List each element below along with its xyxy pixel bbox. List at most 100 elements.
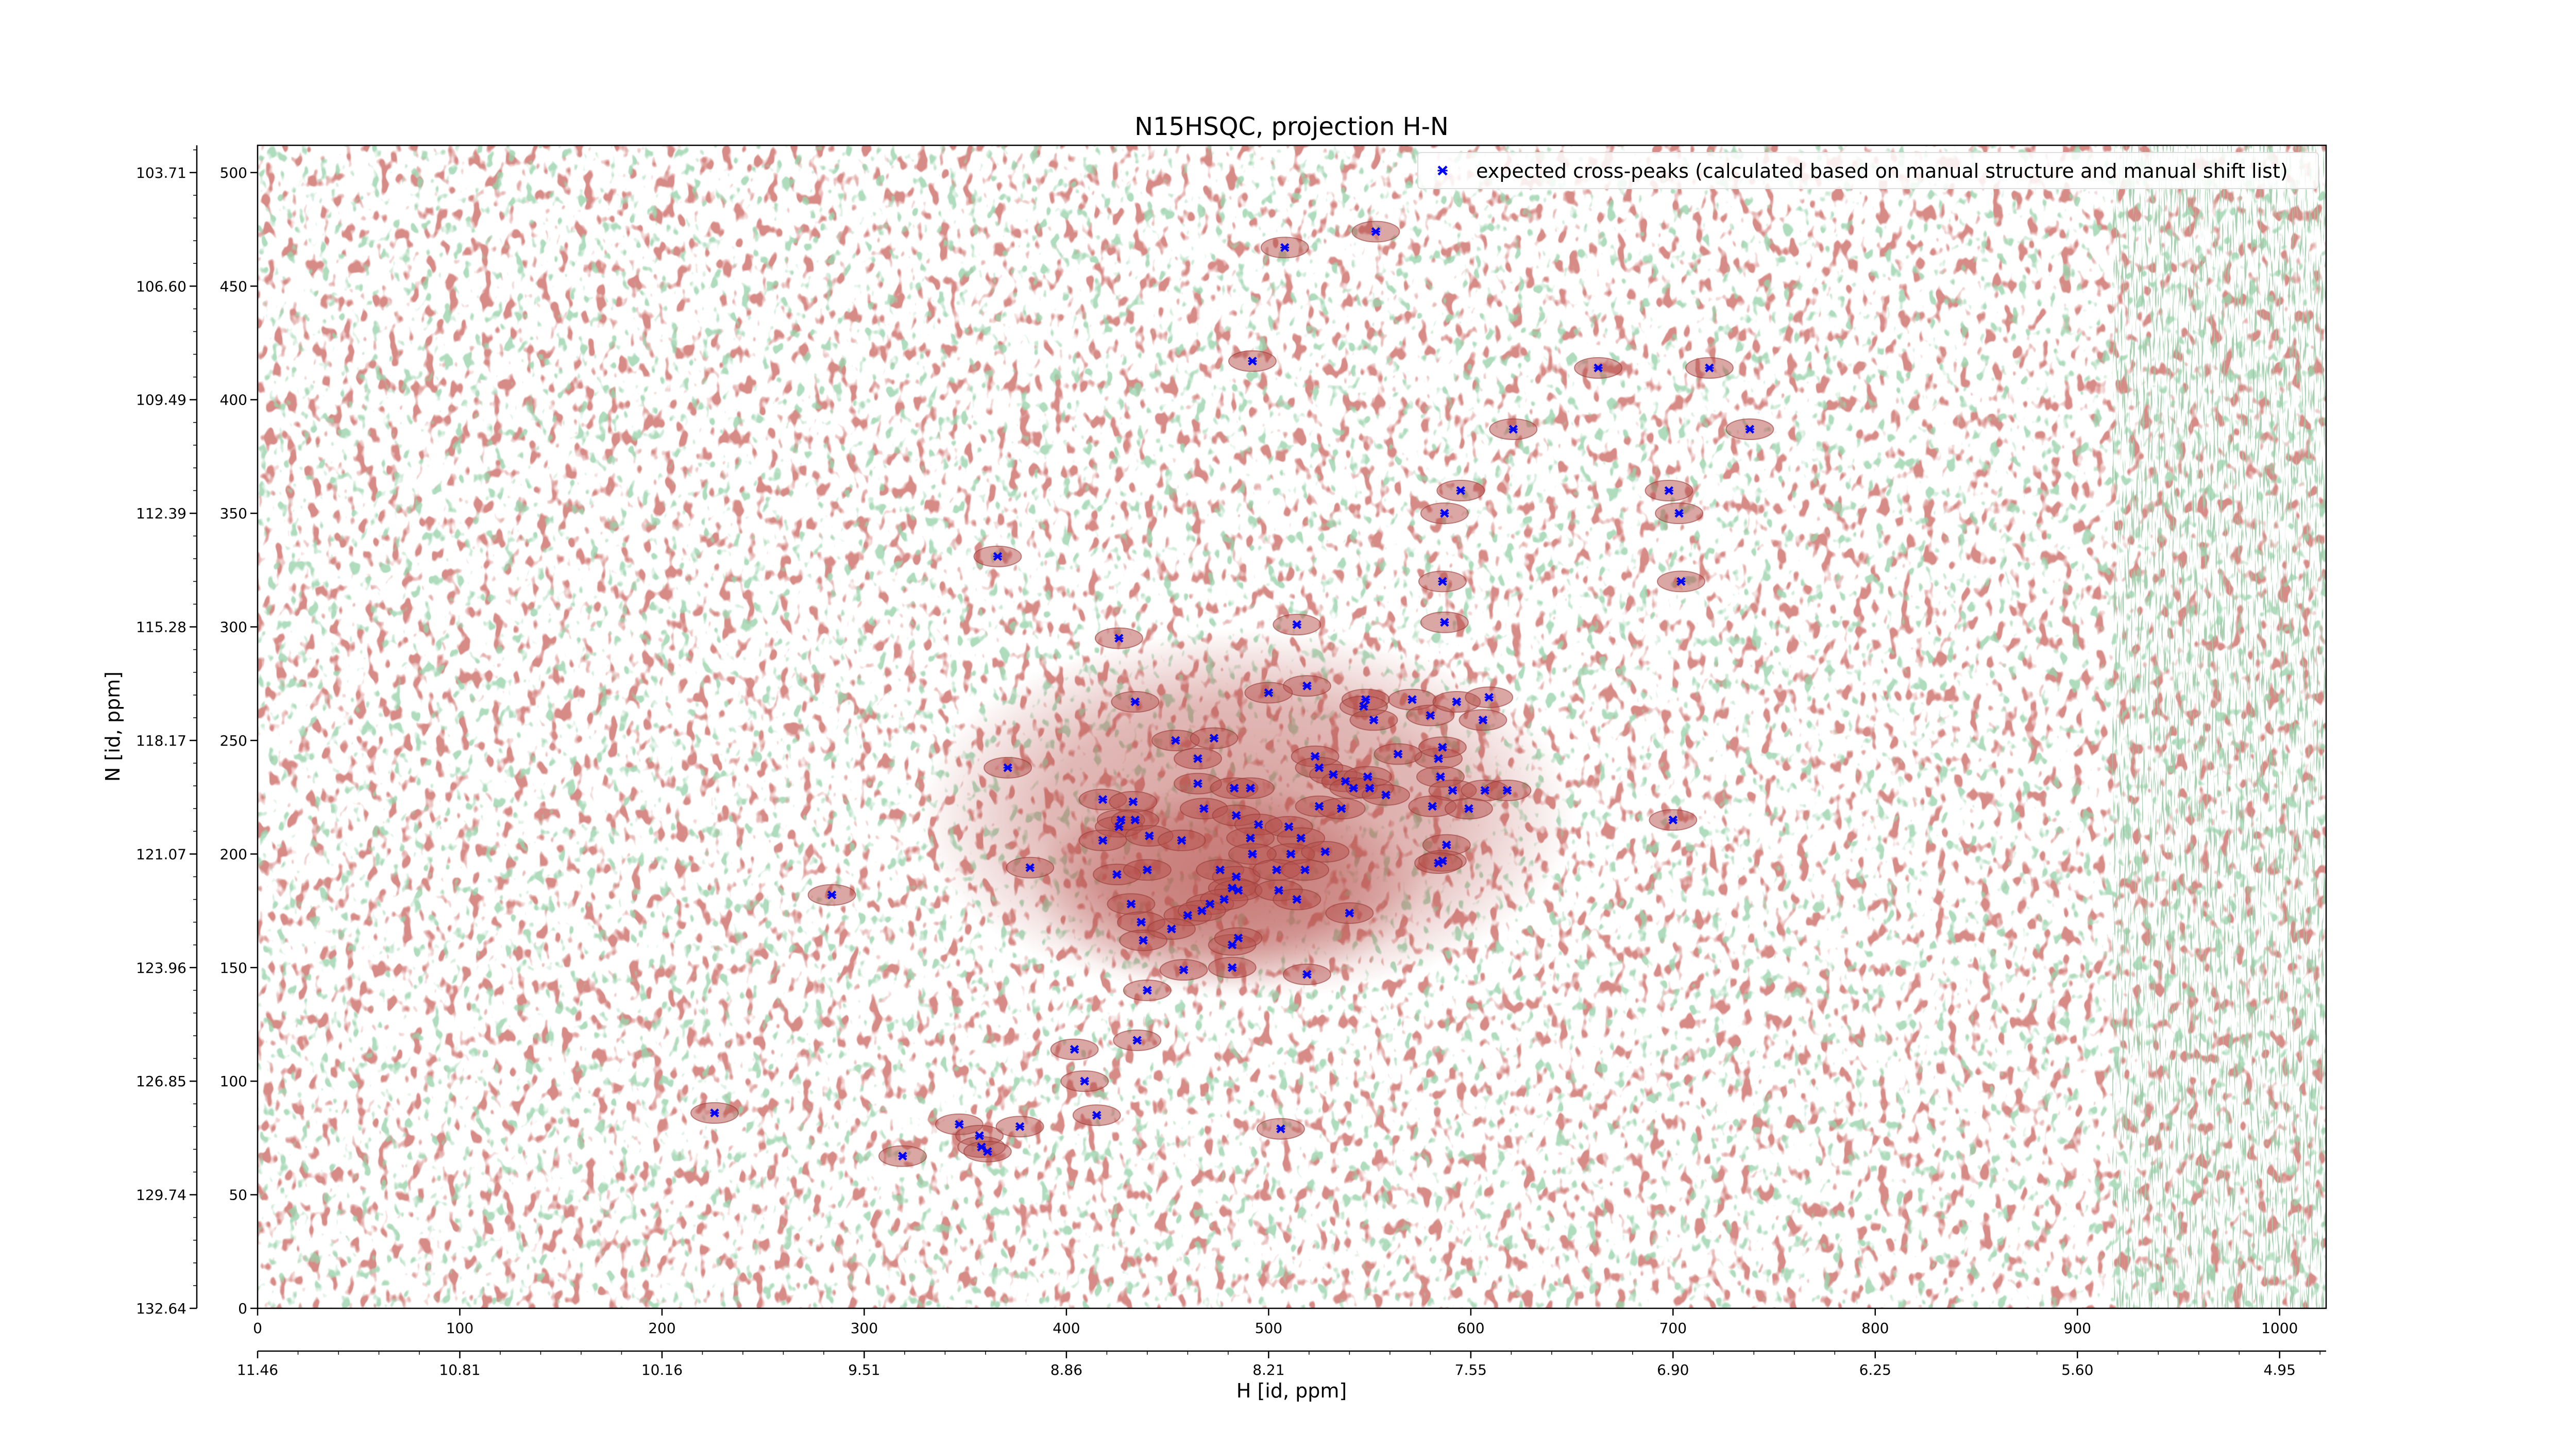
cross-peak-point: [1369, 715, 1379, 724]
x-tick-label: 200: [648, 1320, 675, 1337]
cross-peak-point: [1205, 899, 1215, 908]
y-tick-label: 150: [220, 959, 247, 976]
cross-peak-point: [1359, 702, 1368, 711]
x-tick-label: 600: [1457, 1320, 1484, 1337]
cross-peak-point: [1341, 777, 1350, 786]
secondary-x-tick-label: 6.90: [1657, 1361, 1689, 1378]
secondary-x-tick-label: 11.46: [237, 1361, 278, 1378]
secondary-x-tick-label: 10.81: [439, 1361, 480, 1378]
cross-peak-point: [1509, 425, 1518, 434]
cross-peak-point: [1137, 918, 1146, 927]
secondary-y-tick-label: 112.39: [136, 505, 187, 522]
y-tick-label: 500: [220, 164, 247, 181]
cross-peak-point: [1440, 509, 1449, 518]
x-axis-title: H [id, ppm]: [1236, 1379, 1347, 1402]
y-tick-label: 0: [238, 1300, 247, 1317]
cross-peak-point: [1015, 1122, 1025, 1131]
x-tick-label: 400: [1053, 1320, 1080, 1337]
y-tick-label: 50: [229, 1187, 247, 1204]
legend-label: expected cross-peaks (calculated based o…: [1476, 160, 2288, 182]
cross-peak-point: [1280, 243, 1290, 252]
cross-peak-point: [1003, 763, 1012, 772]
cross-peak-point: [975, 1131, 984, 1140]
cross-peak-point: [1292, 620, 1301, 629]
cross-peak-point: [1114, 822, 1124, 832]
cross-peak-point: [1025, 863, 1035, 872]
cross-peak-point: [1228, 963, 1237, 972]
y-tick-label: 300: [220, 619, 247, 636]
cross-peak-point: [1705, 363, 1714, 373]
cross-peak-point: [1438, 577, 1447, 586]
cross-peak-point: [1080, 1076, 1089, 1086]
cross-peak-point: [1349, 783, 1358, 793]
cross-peak-point: [1272, 865, 1281, 874]
cross-peak-point: [710, 1108, 719, 1118]
cross-peak-point: [1300, 865, 1310, 874]
cross-peak-point: [1286, 849, 1296, 858]
cross-peak-point: [1209, 733, 1218, 743]
cross-peak-point: [1254, 820, 1263, 829]
cross-peak-point: [1296, 833, 1306, 843]
cross-peak-point: [1219, 895, 1229, 904]
cross-peak-point: [1231, 872, 1241, 882]
cross-peak-point: [1231, 811, 1241, 820]
cross-peak-point: [1116, 815, 1126, 824]
y-axis-title: N [id, ppm]: [101, 671, 124, 782]
cross-peak-point: [1233, 933, 1243, 943]
cross-peak-point: [1193, 754, 1202, 763]
secondary-y-tick-label: 103.71: [136, 164, 187, 181]
cross-peak-point: [1128, 797, 1138, 806]
cross-peak-point: [1594, 363, 1603, 373]
secondary-x-tick-label: 8.86: [1050, 1361, 1082, 1378]
cross-peak-point: [1199, 804, 1209, 813]
x-tick-label: 100: [446, 1320, 473, 1337]
cross-peak-point: [1502, 786, 1512, 795]
cross-peak-point: [1428, 802, 1437, 811]
cross-peak-point: [1674, 509, 1684, 518]
cross-peak-markers: [710, 227, 1755, 1161]
cross-peak-point: [1320, 847, 1330, 856]
cross-peak-point: [1070, 1044, 1079, 1054]
cross-peak-point: [1676, 577, 1686, 586]
cross-peak-point: [1314, 802, 1324, 811]
y-tick-label: 100: [220, 1073, 247, 1090]
x-tick-label: 800: [1861, 1320, 1889, 1337]
cross-peak-point: [1145, 831, 1154, 840]
cross-peak-point: [1177, 836, 1187, 845]
cross-peak-point: [1448, 786, 1458, 795]
cross-peak-point: [1302, 681, 1312, 690]
cross-peak-point: [1292, 895, 1301, 904]
x-tick-label: 0: [253, 1320, 262, 1337]
cross-peak-point: [1363, 772, 1372, 782]
legend-marker-x: [1437, 165, 1448, 176]
cross-peak-point: [1228, 940, 1237, 950]
x-tick-label: 900: [2064, 1320, 2091, 1337]
y-tick-label: 350: [220, 505, 247, 522]
cross-peak-point: [827, 890, 837, 900]
cross-peak-point: [1264, 688, 1273, 697]
cross-peak-point: [1179, 965, 1189, 974]
cross-peak-point: [1274, 886, 1283, 895]
cross-peak-point: [1143, 986, 1152, 995]
cross-peak-point: [1434, 754, 1443, 763]
cross-peak-point: [1092, 1110, 1101, 1120]
cross-peak-point: [1438, 743, 1447, 752]
y-tick-label: 250: [220, 732, 247, 749]
cross-peak-point: [1436, 772, 1445, 782]
legend: expected cross-peaks (calculated based o…: [1417, 152, 2319, 189]
secondary-y-tick-label: 129.74: [136, 1187, 187, 1204]
secondary-x-tick-label: 5.60: [2061, 1361, 2093, 1378]
secondary-y-tick-label: 115.28: [136, 619, 187, 636]
x-tick-label: 300: [851, 1320, 878, 1337]
cross-peak-point: [1452, 697, 1461, 706]
cross-peak-point: [1664, 486, 1674, 495]
y-tick-label: 200: [220, 846, 247, 863]
cross-peak-point: [1478, 715, 1487, 724]
cross-peak-point: [1361, 695, 1370, 704]
cross-peak-point: [1426, 711, 1435, 720]
cross-peak-point: [1484, 693, 1494, 702]
cross-peak-point: [1183, 911, 1192, 920]
cross-peak-point: [1311, 752, 1320, 761]
